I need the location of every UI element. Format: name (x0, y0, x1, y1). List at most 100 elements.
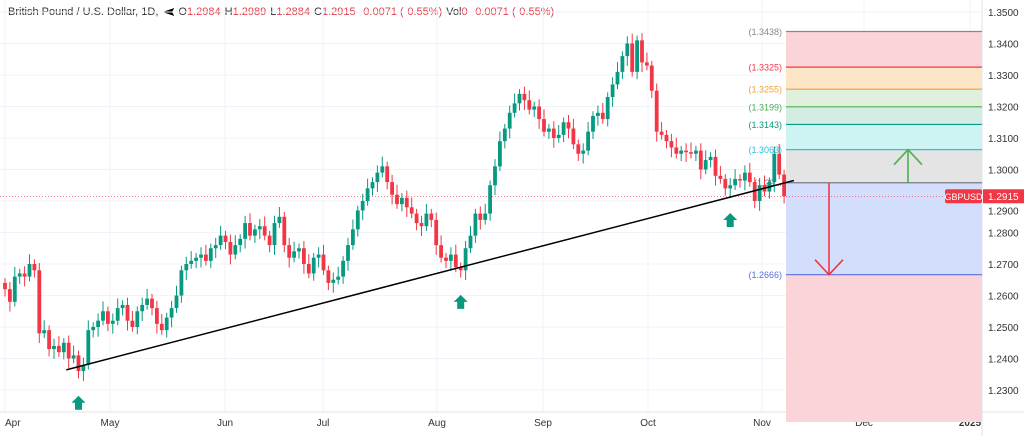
candle-body (57, 345, 61, 353)
candle (27, 254, 32, 282)
candle-body (208, 248, 213, 261)
time-tick-label: Apr (5, 418, 21, 429)
price-tick-label: 1.3100 (988, 134, 1019, 145)
candle-body (561, 122, 566, 135)
candle-body (375, 172, 380, 183)
price-tick-label: 1.2900 (988, 206, 1019, 217)
candle (600, 103, 605, 124)
candle-body (321, 254, 326, 271)
candle (253, 224, 257, 243)
fib-level-label: (1.3199) (748, 102, 782, 112)
candle (635, 35, 639, 80)
candle (228, 234, 233, 265)
candle (302, 241, 306, 274)
candle (321, 244, 326, 276)
candle (684, 143, 688, 162)
candle (272, 215, 277, 255)
candle-body (351, 229, 355, 246)
candle-body (502, 128, 507, 142)
candle-body (76, 355, 81, 372)
candle-body (370, 182, 375, 189)
candle (81, 357, 86, 381)
candle (669, 133, 674, 158)
candle (57, 336, 61, 357)
fib-zone (786, 31, 982, 68)
price-tick-label: 1.3400 (988, 40, 1019, 51)
candle-body (262, 226, 267, 236)
candle (752, 177, 757, 209)
candle-body (713, 156, 718, 176)
candle (453, 244, 458, 272)
price-tick-label: 1.3000 (988, 166, 1019, 177)
candle (439, 235, 443, 263)
candle-body (453, 254, 458, 268)
time-tick-label: Jun (217, 418, 233, 429)
candle (596, 105, 600, 126)
candle (277, 206, 282, 228)
candle (728, 178, 733, 199)
candle-body (292, 251, 296, 258)
candle-body (571, 128, 576, 145)
candle-body (596, 112, 600, 116)
candle (267, 230, 272, 253)
candle-body (458, 267, 463, 271)
time-tick-label: Dec (855, 418, 873, 429)
candle-body (640, 40, 644, 63)
candle (208, 243, 213, 269)
candle (620, 51, 625, 80)
candle-body (155, 308, 159, 324)
candle-body (703, 160, 708, 170)
candle (404, 190, 409, 218)
candle-body (42, 330, 47, 334)
candle (174, 285, 179, 313)
candle (257, 218, 262, 240)
candle (449, 247, 453, 271)
candle (713, 149, 718, 186)
candle (12, 266, 17, 307)
candle-body (331, 279, 336, 283)
candle-body (272, 223, 277, 246)
candle-body (551, 128, 556, 138)
candle-body (248, 223, 252, 236)
candle (576, 139, 581, 161)
candle (703, 150, 708, 175)
candle (3, 278, 7, 297)
candle-body (483, 213, 488, 220)
candle (429, 208, 434, 228)
candle (42, 320, 47, 339)
candle (351, 219, 355, 250)
candle-body (439, 245, 443, 258)
candle-body (326, 270, 331, 283)
candle-body (336, 276, 341, 280)
candle-body (698, 150, 703, 170)
candle (91, 322, 96, 338)
candle-body (532, 106, 537, 110)
time-tick-label: Jul (317, 418, 330, 429)
candle (292, 241, 296, 263)
candle (630, 33, 635, 77)
candle-body (71, 355, 76, 359)
candle-body (605, 97, 610, 120)
candle-body (130, 320, 135, 327)
candle-body (542, 119, 546, 132)
candle-body (782, 174, 786, 197)
candle-body (140, 304, 145, 312)
candle-body (380, 166, 385, 173)
candle-body (586, 131, 590, 151)
candle (542, 109, 546, 137)
fib-level-label: (1.3325) (748, 63, 782, 73)
candle (336, 266, 341, 285)
candle (248, 213, 252, 241)
candle (385, 161, 390, 190)
candle (287, 237, 292, 268)
candle-body (311, 257, 316, 274)
candle (316, 247, 321, 268)
candle-body (204, 254, 208, 261)
candle (130, 310, 135, 332)
price-tick-label: 1.2700 (988, 260, 1019, 271)
candle (37, 263, 42, 344)
candle-body (199, 254, 203, 258)
candle-body (101, 311, 105, 321)
candle-body (507, 112, 512, 129)
